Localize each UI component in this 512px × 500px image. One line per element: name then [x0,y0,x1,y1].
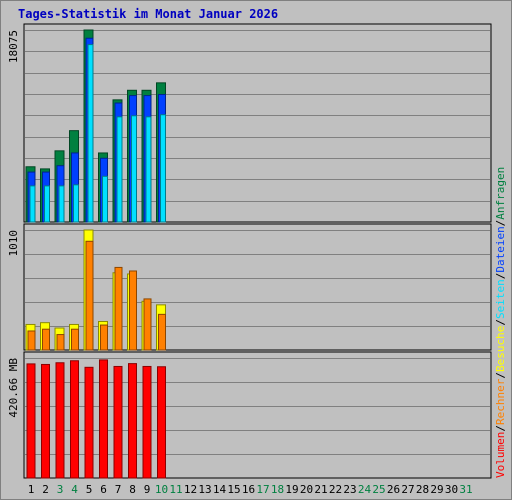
legend-item-volumen: Volumen [494,432,507,478]
x-tick-label-day-14: 14 [213,483,227,496]
x-tick-label-day-4: 4 [71,483,78,496]
x-tick-label-day-1: 1 [28,483,35,496]
x-tick-label-day-24: 24 [358,483,372,496]
x-axis-day-labels: 1 2 3 4 5 6 7 8 9 10 11 12 13 14 15 16 17 18 19 20 21 22 23 24 2… [28,483,473,496]
x-tick-label-day-31: 31 [459,483,472,496]
bar-seiten-day-4 [73,184,79,223]
bar-volumen-day-6 [99,359,108,479]
bar-volumen-day-3 [55,362,65,479]
panel-requests-plot-area [23,23,492,223]
bar-seiten-day-2 [44,185,50,223]
panel-volume-plot-area [23,351,492,479]
chart-title: Tages-Statistik im Monat Januar 2026 [18,7,278,21]
x-tick-label-day-2: 2 [42,483,49,496]
bar-seiten-day-10 [160,114,166,223]
legend-separator: / [494,220,507,227]
bar-seiten-day-8 [131,115,137,223]
x-tick-label-day-26: 26 [387,483,400,496]
chart-panels: 18075 1010 420.66 MB [7,23,492,479]
bar-rechner-day-9 [143,298,152,351]
panel-visits-plot-area [23,223,492,351]
bar-rechner-day-3 [56,334,65,351]
legend-text: Volumen/Rechner/Besuche/Seiten/Dateien/A… [494,167,507,478]
bar-volumen-day-2 [41,363,50,479]
bar-volumen-day-5 [84,366,94,479]
x-tick-label-day-20: 20 [300,483,313,496]
bar-seiten-day-1 [29,185,36,223]
bar-volumen-day-7 [113,365,123,479]
legend-item-seiten: Seiten [494,279,507,319]
legend-item-rechner: Rechner [494,378,507,425]
panel-requests: 18075 [7,23,492,223]
legend-separator: / [494,273,507,280]
x-tick-label-day-15: 15 [227,483,240,496]
bar-volumen-day-8 [128,363,137,479]
bar-rechner-day-1 [27,330,36,351]
bar-seiten-day-9 [145,116,152,223]
legend-separator: / [494,425,507,432]
x-tick-label-day-12: 12 [184,483,197,496]
x-tick-label-day-3: 3 [57,483,64,496]
x-tick-label-day-21: 21 [314,483,327,496]
x-tick-label-day-16: 16 [242,483,255,496]
x-tick-label-day-22: 22 [329,483,342,496]
bar-rechner-day-4 [71,328,79,351]
x-tick-label-day-5: 5 [86,483,93,496]
bar-seiten-day-5 [87,44,94,223]
bar-rechner-day-8 [129,270,137,351]
panel-requests-max-label: 18075 [7,30,20,63]
bar-volumen-day-1 [26,363,36,479]
panel-visits: 1010 [7,223,492,351]
panel-visits-max-label: 1010 [7,230,20,257]
x-tick-label-day-28: 28 [416,483,429,496]
x-tick-label-day-30: 30 [445,483,458,496]
x-tick-label-day-8: 8 [129,483,136,496]
x-tick-label-day-23: 23 [343,483,356,496]
bar-rechner-day-2 [42,328,50,351]
legend-separator: / [494,319,507,326]
bar-seiten-day-7 [116,116,123,223]
panel-volume-max-label: 420.66 MB [7,358,20,418]
legend-separator: / [494,372,507,379]
chart-legend: Volumen/Rechner/Besuche/Seiten/Dateien/A… [494,167,507,478]
x-tick-label-day-13: 13 [198,483,211,496]
x-tick-label-day-25: 25 [372,483,385,496]
x-tick-label-day-18: 18 [271,483,284,496]
legend-item-dateien: Dateien [494,226,507,272]
x-tick-label-day-7: 7 [115,483,122,496]
bar-volumen-day-10 [157,366,166,479]
x-tick-label-day-6: 6 [100,483,107,496]
bar-volumen-day-4 [70,360,79,479]
bar-seiten-day-3 [58,185,65,223]
x-tick-label-day-11: 11 [169,483,182,496]
bar-rechner-day-10 [158,313,166,351]
bar-seiten-day-6 [102,175,108,223]
bar-rechner-day-7 [114,266,123,351]
x-tick-label-day-27: 27 [401,483,414,496]
bar-rechner-day-6 [100,324,108,351]
x-tick-label-day-9: 9 [144,483,151,496]
x-tick-label-day-19: 19 [285,483,298,496]
bar-rechner-day-5 [85,240,94,351]
x-tick-label-day-17: 17 [256,483,269,496]
legend-item-besuche: Besuche [494,326,507,372]
bar-volumen-day-9 [142,365,152,479]
panel-volume: 420.66 MB [7,351,492,479]
legend-item-anfragen: Anfragen [494,167,507,220]
x-tick-label-day-29: 29 [430,483,443,496]
x-tick-label-day-10: 10 [155,483,168,496]
